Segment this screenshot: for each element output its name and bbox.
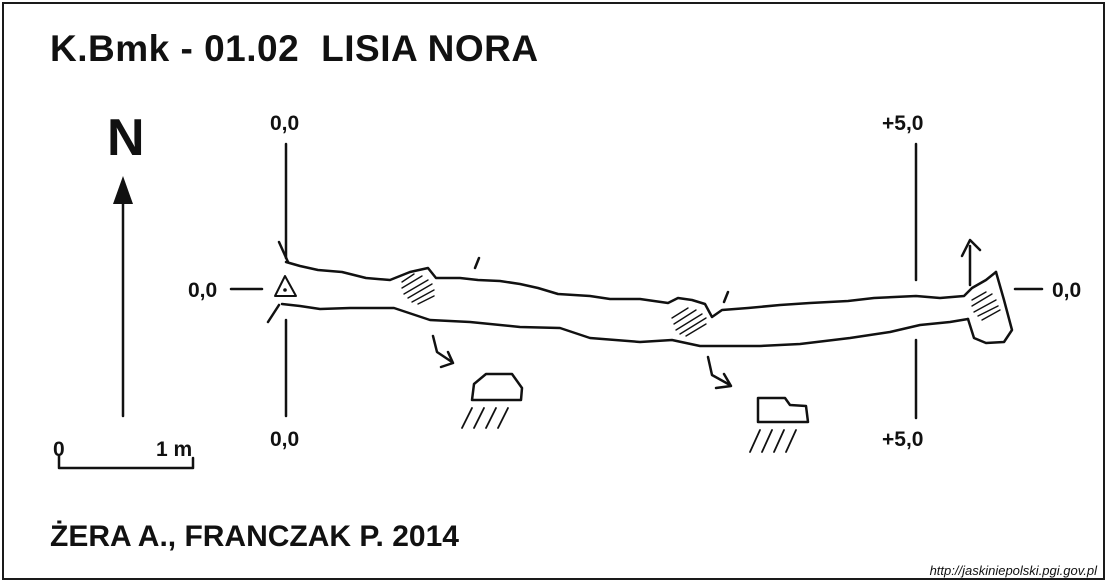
- section-line-right: [914, 142, 1044, 420]
- north-arrow-icon: [113, 176, 133, 418]
- end-chamber: [966, 270, 1014, 345]
- wall-mark: [473, 256, 481, 270]
- elevation-label-right: 0,0: [1052, 279, 1082, 302]
- entrance-mark: [277, 240, 290, 264]
- authors-credit: ŻERA A., FRANCZAK P. 2014: [50, 520, 459, 553]
- cross-section: [470, 372, 524, 402]
- scale-bar: [57, 454, 195, 470]
- elevation-label-bottom-right: +5,0: [882, 428, 924, 451]
- scale-end-label: 1 m: [156, 438, 193, 461]
- slope-arrow-icon: [431, 334, 455, 369]
- source-url[interactable]: http://jaskiniepolski.pgi.gov.pl: [929, 563, 1097, 578]
- cross-section: [756, 396, 810, 424]
- north-label: N: [107, 109, 145, 167]
- datum-point-icon: [274, 275, 297, 297]
- elevation-label-top-right: +5,0: [882, 112, 924, 135]
- elevation-label-bottom-left: 0,0: [270, 428, 300, 451]
- passage-arrow-icon: [960, 238, 982, 287]
- entrance-mark: [266, 303, 281, 324]
- wall-mark: [722, 290, 730, 304]
- map-frame: [2, 2, 1105, 580]
- elevation-label-left: 0,0: [188, 279, 218, 302]
- slope-arrow-icon: [706, 355, 733, 390]
- cross-section-hatching: [461, 407, 509, 429]
- elevation-label-top-left: 0,0: [270, 112, 300, 135]
- cross-section-hatching: [749, 429, 797, 453]
- sediment-hatching: [401, 273, 1001, 337]
- cave-name: LISIA NORA: [321, 28, 539, 69]
- cave-code: K.Bmk - 01.02: [50, 28, 300, 69]
- cave-wall-upper: [284, 260, 998, 319]
- cave-wall-lower: [280, 302, 970, 348]
- scale-start-label: 0: [53, 438, 65, 461]
- section-line-left: [229, 142, 288, 418]
- page-title: K.Bmk - 01.02 LISIA NORA: [50, 28, 539, 70]
